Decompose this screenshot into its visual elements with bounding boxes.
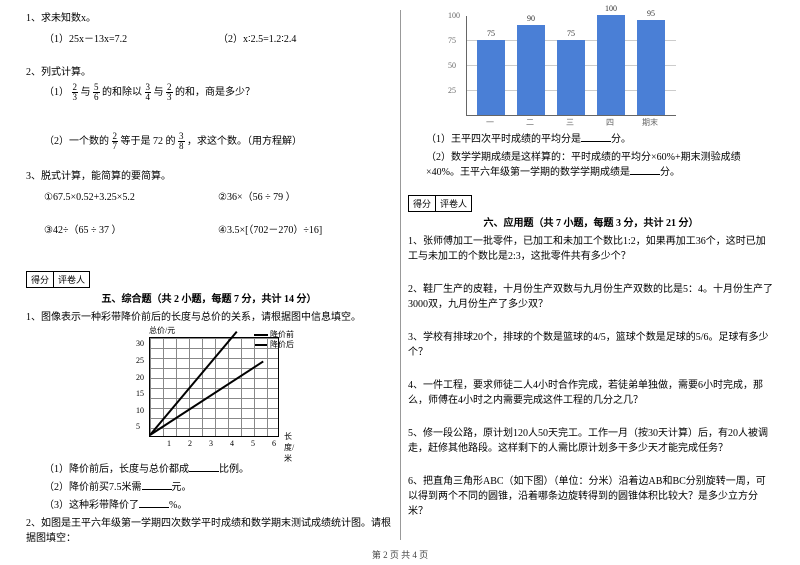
c2-a: （1）王平四次平时成绩的平均分是分。 xyxy=(408,132,774,147)
frac: 34 xyxy=(145,83,152,102)
c2-stem: 2、如图是王平六年级第一学期四次数学平时成绩和数学期末测试成绩统计图。请根据图填… xyxy=(26,516,392,546)
c1-c: （3）这种彩带降价了%。 xyxy=(26,498,392,513)
frac: 23 xyxy=(166,83,173,102)
score-box: 得分 评卷人 xyxy=(408,195,472,212)
bar-value: 75 xyxy=(477,29,505,38)
bar-chart: 75907510095 255075100 一二三四期末 xyxy=(438,8,688,128)
column-divider xyxy=(400,10,401,540)
app-q6: 6、把直角三角形ABC（如下图）（单位：分米）沿着边AB和BC分别旋转一周，可以… xyxy=(408,474,774,519)
c1-b: （2）降价前买7.5米需元。 xyxy=(26,480,392,495)
bar-x-label: 期末 xyxy=(636,117,664,128)
score-label: 得分 xyxy=(409,196,436,211)
x-tick: 4 xyxy=(230,439,234,448)
x-tick: 5 xyxy=(251,439,255,448)
bar-area: 75907510095 xyxy=(466,16,676,116)
score-label: 得分 xyxy=(27,272,54,287)
bar-y-tick: 75 xyxy=(448,36,456,45)
grader-label: 评卷人 xyxy=(436,196,471,211)
line-chart: 总价/元 降价前 降价后 51015202530 123456 长度/米 xyxy=(124,329,294,459)
y-tick: 5 xyxy=(136,422,140,431)
bar-y-tick: 25 xyxy=(448,86,456,95)
left-column: 1、求未知数x。 （1）25x－13x=7.2 （2）x∶2.5=1.2∶2.4… xyxy=(18,8,400,540)
grader-label: 评卷人 xyxy=(54,272,89,287)
sec6-title: 六、应用题（共 7 小题，每题 3 分，共计 21 分） xyxy=(408,216,774,231)
frac: 56 xyxy=(93,83,100,102)
bar-value: 90 xyxy=(517,14,545,23)
x-tick: 6 xyxy=(272,439,276,448)
bar-x-label: 一 xyxy=(476,117,504,128)
y-tick: 10 xyxy=(136,406,144,415)
bar-x-label: 二 xyxy=(516,117,544,128)
bar xyxy=(517,25,545,115)
c1-stem: 1、图像表示一种彩带降价前后的长度与总价的关系，请根据图中信息填空。 xyxy=(26,310,392,325)
q3-c: ③42÷（65 ÷ 37 ） xyxy=(44,223,218,238)
app-q5: 5、修一段公路，原计划120人50天完工。工作一月（按30天计算）后，有20人被… xyxy=(408,426,774,456)
bar-y-tick: 100 xyxy=(448,11,460,20)
x-tick: 2 xyxy=(188,439,192,448)
bar-y-tick: 50 xyxy=(448,61,456,70)
y-tick: 20 xyxy=(136,373,144,382)
bar-x-label: 三 xyxy=(556,117,584,128)
score-box: 得分 评卷人 xyxy=(26,271,90,288)
app-q2: 2、鞋厂生产的皮鞋，十月份生产双数与九月份生产双数的比是5：4。十月份生产了30… xyxy=(408,282,774,312)
bar xyxy=(597,15,625,115)
bar xyxy=(477,40,505,115)
bar xyxy=(557,40,585,115)
x-axis-title: 长度/米 xyxy=(284,431,294,464)
frac: 23 xyxy=(72,83,79,102)
y-axis-title: 总价/元 xyxy=(149,325,175,336)
q2-p1: （1） 23 与 56 的和除以 34 与 23 的和，商是多少？ xyxy=(26,83,392,102)
bar-value: 95 xyxy=(637,9,665,18)
bar-x-label: 四 xyxy=(596,117,624,128)
y-tick: 30 xyxy=(136,339,144,348)
frac: 27 xyxy=(112,132,119,151)
bar xyxy=(637,20,665,115)
app-q4: 4、一件工程，要求师徒二人4小时合作完成，若徒弟单独做，需要6小时完成，那么，师… xyxy=(408,378,774,408)
c2-b: （2）数学学期成绩是这样算的：平时成绩的平均分×60%+期末测验成绩×40%。王… xyxy=(408,150,774,180)
q2-stem: 2、列式计算。 xyxy=(26,65,392,80)
q3-b: ②36×（56 ÷ 79 ） xyxy=(218,190,392,205)
q1-a: （1）25x－13x=7.2 xyxy=(44,32,218,47)
q3-d: ④3.5×[（702－270）÷16] xyxy=(218,223,392,238)
section-5-header: 得分 评卷人 xyxy=(26,271,392,288)
bar-value: 75 xyxy=(557,29,585,38)
x-tick: 1 xyxy=(167,439,171,448)
line-before xyxy=(149,331,237,436)
c1-a: （1）降价前后，长度与总价都成比例。 xyxy=(26,462,392,477)
y-tick: 15 xyxy=(136,389,144,398)
app-q1: 1、张师傅加工一批零件，已加工和未加工个数比1:2，如果再加工36个，这时已加工… xyxy=(408,234,774,264)
q3-a: ①67.5×0.52+3.25×5.2 xyxy=(44,190,218,205)
q1-stem: 1、求未知数x。 xyxy=(26,11,392,26)
right-column: 75907510095 255075100 一二三四期末 （1）王平四次平时成绩… xyxy=(400,8,782,540)
chart-grid xyxy=(149,337,279,437)
section-6-header: 得分 评卷人 xyxy=(408,195,774,212)
x-tick: 3 xyxy=(209,439,213,448)
bar-value: 100 xyxy=(597,4,625,13)
q2-p2: （2）一个数的 27 等于是 72 的 38 ，求这个数。（用方程解） xyxy=(26,132,392,151)
app-q3: 3、学校有排球20个，排球的个数是篮球的4/5，篮球个数是足球的5/6。足球有多… xyxy=(408,330,774,360)
q2-p1-pre: （1） xyxy=(44,87,69,98)
line-after xyxy=(149,361,263,436)
q1-b: （2）x∶2.5=1.2∶2.4 xyxy=(218,32,392,47)
y-tick: 25 xyxy=(136,356,144,365)
page-footer: 第 2 页 共 4 页 xyxy=(0,548,800,561)
frac: 38 xyxy=(178,132,185,151)
sec5-title: 五、综合题（共 2 小题，每题 7 分，共计 14 分） xyxy=(26,292,392,307)
q3-stem: 3、脱式计算，能简算的要简算。 xyxy=(26,169,392,184)
